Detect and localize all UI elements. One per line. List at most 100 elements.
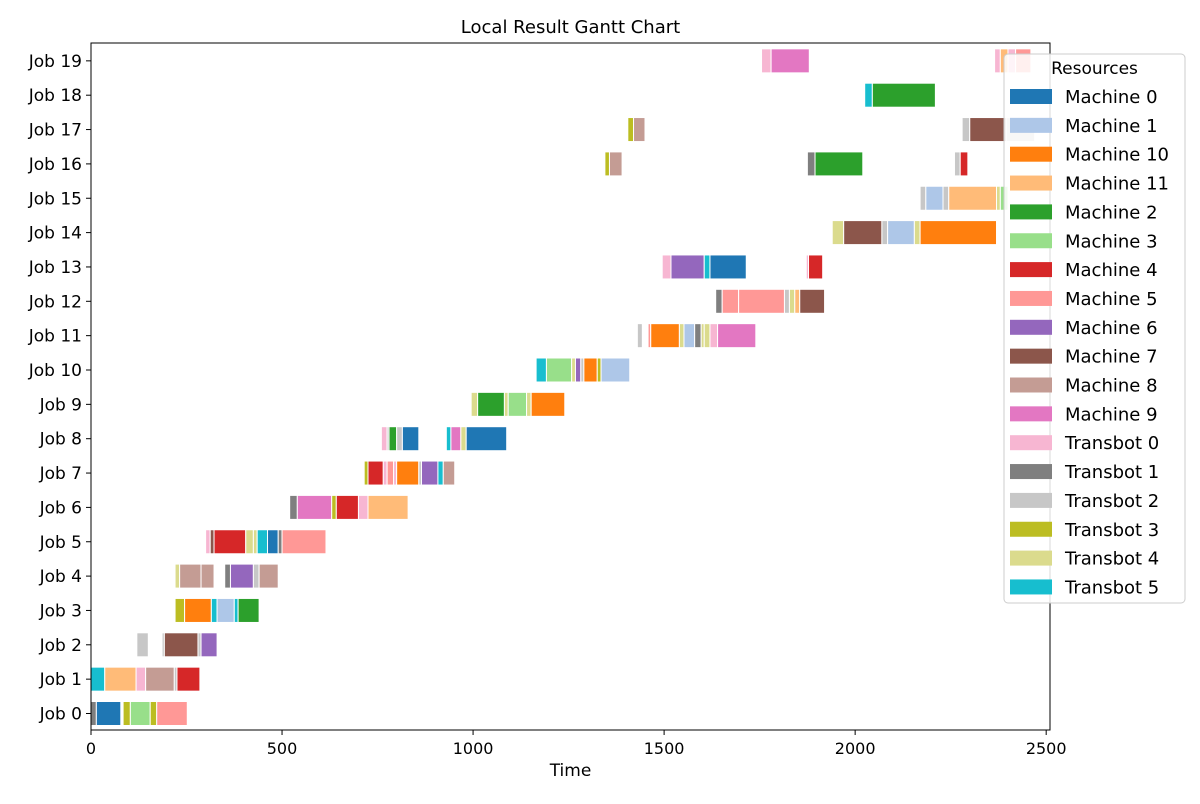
legend-label-14: Transbot 2 bbox=[1064, 491, 1159, 512]
task-bar-job5-38 bbox=[281, 529, 327, 555]
task-bar-job14-101 bbox=[831, 220, 845, 246]
legend-swatch-6 bbox=[1010, 262, 1052, 278]
task-bar-job7-45 bbox=[363, 460, 369, 486]
task-bar-job10-77 bbox=[600, 357, 631, 383]
task-bar-job8-63 bbox=[465, 426, 508, 452]
task-bar-job5-31 bbox=[209, 529, 215, 555]
task-bar-job4-23 bbox=[174, 563, 181, 589]
legend-swatch-10 bbox=[1010, 377, 1052, 393]
plot-frame bbox=[90, 42, 1051, 731]
legend-label-5: Machine 3 bbox=[1065, 231, 1158, 252]
task-bar-job5-35 bbox=[256, 529, 269, 555]
task-bar-job4-26 bbox=[224, 563, 231, 589]
task-bar-job12-89 bbox=[721, 288, 740, 314]
task-bar-job4-24 bbox=[179, 563, 202, 589]
legend-swatch-17 bbox=[1010, 579, 1052, 595]
task-bar-job0-2 bbox=[122, 701, 131, 726]
task-bar-job11-83 bbox=[694, 323, 702, 349]
legend-label-3: Machine 11 bbox=[1065, 174, 1169, 195]
x-tick-label-5: 2500 bbox=[1026, 739, 1067, 758]
task-bar-job16-113 bbox=[604, 151, 610, 177]
legend-swatch-11 bbox=[1010, 406, 1052, 422]
task-bar-job16-118 bbox=[959, 151, 969, 177]
task-bar-job16-116 bbox=[814, 151, 864, 177]
task-bar-job5-30 bbox=[205, 529, 211, 555]
legend-swatch-7 bbox=[1010, 290, 1052, 306]
task-bar-job4-25 bbox=[200, 563, 215, 589]
task-bar-job17-120 bbox=[633, 117, 646, 143]
task-bar-job2-12 bbox=[136, 632, 149, 658]
legend-swatch-3 bbox=[1010, 175, 1052, 191]
y-tick-label-5: Job 5 bbox=[39, 533, 82, 553]
y-tick-label-11: Job 11 bbox=[28, 327, 82, 347]
task-bar-job10-76 bbox=[596, 357, 602, 383]
legend-swatch-9 bbox=[1010, 348, 1052, 364]
legend-swatch-8 bbox=[1010, 319, 1052, 335]
task-bar-job0-5 bbox=[156, 701, 188, 726]
task-bar-job10-75 bbox=[583, 357, 598, 383]
x-axis-label: Time bbox=[549, 761, 592, 781]
legend-swatch-12 bbox=[1010, 435, 1052, 451]
task-bar-job12-92 bbox=[788, 288, 796, 314]
task-bar-job17-121 bbox=[961, 117, 971, 143]
task-bar-job12-93 bbox=[794, 288, 801, 314]
bars-layer bbox=[90, 48, 1036, 726]
legend-label-12: Transbot 0 bbox=[1064, 433, 1159, 454]
task-bar-job7-50 bbox=[396, 460, 420, 486]
legend-swatch-0 bbox=[1010, 89, 1052, 104]
y-tick-label-2: Job 2 bbox=[39, 636, 82, 656]
task-bar-job16-117 bbox=[953, 151, 961, 177]
legend-label-16: Transbot 4 bbox=[1064, 549, 1159, 570]
legend-swatch-1 bbox=[1010, 117, 1052, 133]
task-bar-job18-124 bbox=[864, 82, 873, 108]
x-axis: 0 500 1000 1500 2000 2500 bbox=[86, 730, 1067, 758]
task-bar-job4-29 bbox=[258, 563, 279, 589]
x-tick-label-0: 0 bbox=[86, 739, 96, 758]
y-tick-label-19: Job 19 bbox=[28, 52, 82, 72]
task-bar-job13-98 bbox=[709, 254, 747, 280]
task-bar-job14-106 bbox=[919, 220, 998, 246]
y-tick-label-8: Job 8 bbox=[39, 430, 82, 450]
task-bar-job8-59 bbox=[401, 426, 420, 452]
task-bar-job14-104 bbox=[887, 220, 915, 246]
task-bar-job11-80 bbox=[650, 323, 680, 349]
task-bar-job2-14 bbox=[163, 632, 199, 658]
task-bar-job0-3 bbox=[129, 701, 151, 726]
task-bar-job18-125 bbox=[871, 82, 936, 108]
task-bar-job12-91 bbox=[783, 288, 790, 314]
legend-swatch-5 bbox=[1010, 233, 1052, 249]
task-bar-job10-70 bbox=[535, 357, 547, 383]
task-bar-job6-40 bbox=[296, 494, 333, 520]
task-bar-job17-122 bbox=[969, 117, 1007, 143]
task-bar-job19-128 bbox=[994, 48, 1001, 74]
task-bar-job0-1 bbox=[95, 701, 122, 726]
task-bar-job8-61 bbox=[450, 426, 462, 452]
legend-label-8: Machine 6 bbox=[1065, 318, 1158, 339]
task-bar-job9-65 bbox=[477, 391, 505, 417]
y-tick-label-18: Job 18 bbox=[28, 86, 82, 106]
task-bar-job16-114 bbox=[608, 151, 623, 177]
task-bar-job7-48 bbox=[386, 460, 395, 486]
task-bar-job8-58 bbox=[396, 426, 403, 452]
task-bar-job4-27 bbox=[229, 563, 254, 589]
task-bar-job15-110 bbox=[948, 185, 998, 211]
task-bar-job13-97 bbox=[703, 254, 711, 280]
task-bar-job15-107 bbox=[919, 185, 927, 211]
task-bar-job6-43 bbox=[357, 494, 369, 520]
task-bar-job8-57 bbox=[388, 426, 398, 452]
task-bar-job5-33 bbox=[245, 529, 254, 555]
y-tick-label-3: Job 3 bbox=[39, 601, 82, 621]
task-bar-job10-72 bbox=[571, 357, 576, 383]
task-bar-job11-86 bbox=[709, 323, 719, 349]
task-bar-job8-62 bbox=[460, 426, 467, 452]
task-bar-job5-34 bbox=[252, 529, 258, 555]
task-bar-job3-22 bbox=[237, 597, 260, 623]
chart-title: Local Result Gantt Chart bbox=[461, 17, 680, 38]
task-bar-job11-81 bbox=[678, 323, 685, 349]
legend-label-13: Transbot 1 bbox=[1064, 462, 1159, 483]
legend-label-7: Machine 5 bbox=[1065, 289, 1158, 310]
legend-label-9: Machine 7 bbox=[1065, 347, 1158, 368]
y-tick-label-15: Job 15 bbox=[28, 189, 82, 209]
task-bar-job9-64 bbox=[470, 391, 479, 417]
